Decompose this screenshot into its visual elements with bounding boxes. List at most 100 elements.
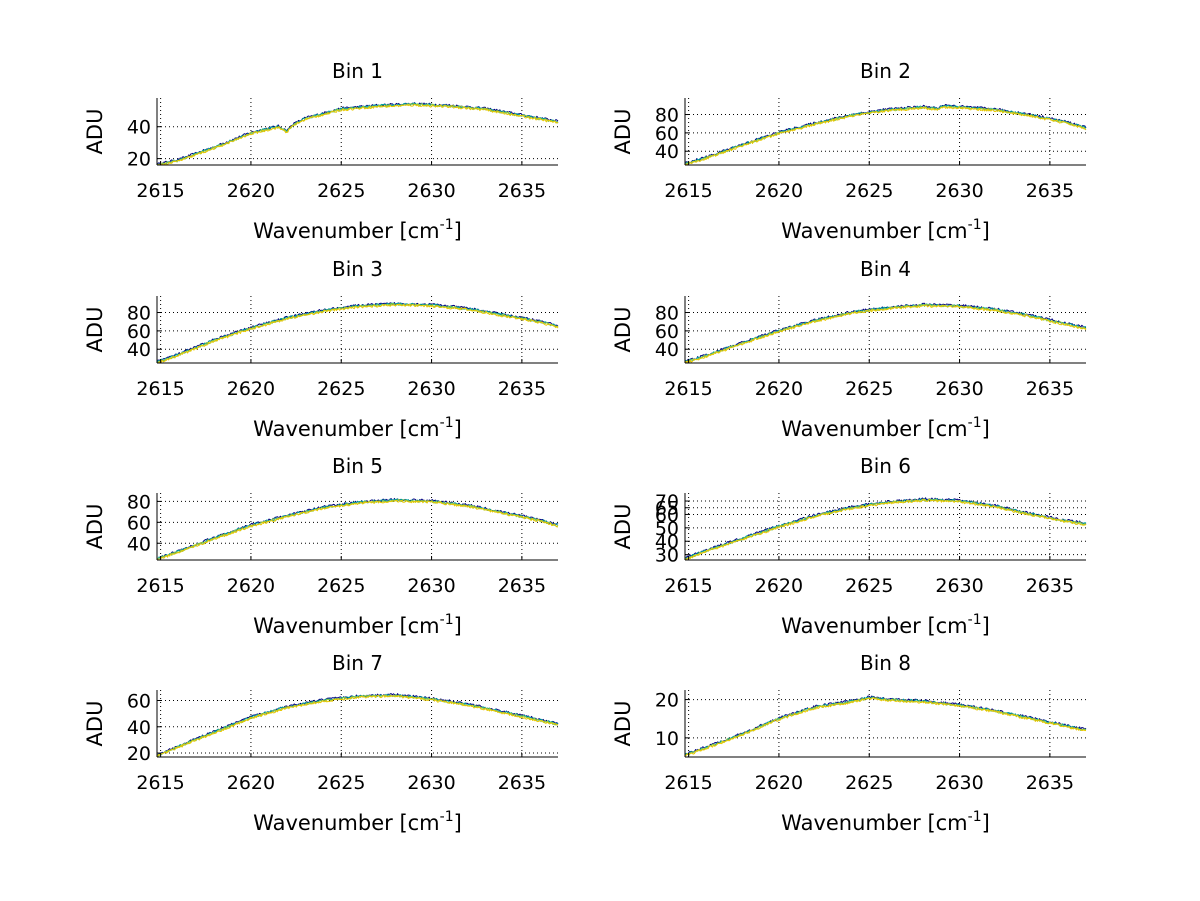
y-tick-label: 80 xyxy=(655,303,679,325)
y-axis-label: ADU xyxy=(83,307,107,353)
x-axis-label-sup: -1 xyxy=(440,217,454,233)
x-tick-label: 2630 xyxy=(935,575,983,597)
x-tick-label: 2630 xyxy=(407,180,455,202)
panel-title: Bin 7 xyxy=(332,651,383,675)
series-line-1 xyxy=(156,497,559,560)
y-tick-label: 60 xyxy=(127,512,151,534)
x-axis-label-main: Wavenumber [cm xyxy=(253,811,439,835)
x-axis-label: Wavenumber [cm-1] xyxy=(253,612,462,638)
x-tick-label: 2620 xyxy=(227,575,275,597)
series-line-2 xyxy=(156,102,559,166)
y-tick-label: 40 xyxy=(655,531,679,553)
y-tick-label: 60 xyxy=(127,321,151,343)
x-axis-label-sup: -1 xyxy=(440,612,454,628)
panel-1: Bin 1 2615 2620 2625 2630 2635 20 40 Wavenumber … xyxy=(83,59,559,243)
x-tick-label: 2625 xyxy=(317,575,365,597)
series-line-2 xyxy=(156,693,559,756)
x-axis-label: Wavenumber [cm-1] xyxy=(781,809,990,835)
x-tick-label: 2615 xyxy=(136,772,184,794)
panel-title: Bin 5 xyxy=(332,454,383,478)
y-axis-label: ADU xyxy=(611,307,635,353)
x-tick-label: 2620 xyxy=(755,772,803,794)
y-axis-label: ADU xyxy=(83,701,107,747)
series-line-3 xyxy=(684,696,1087,757)
series-line-4 xyxy=(684,499,1087,561)
series-line-2 xyxy=(684,696,1087,757)
x-tick-label: 2620 xyxy=(227,378,275,400)
y-tick-label: 60 xyxy=(655,321,679,343)
x-tick-label: 2615 xyxy=(664,180,712,202)
x-axis-label: Wavenumber [cm-1] xyxy=(781,415,990,441)
x-axis-label-end: ] xyxy=(982,811,990,835)
y-tick-label: 60 xyxy=(127,691,151,713)
x-axis-label-main: Wavenumber [cm xyxy=(781,614,967,638)
y-tick-label: 60 xyxy=(655,504,679,526)
x-tick-label: 2620 xyxy=(755,575,803,597)
series-line-4 xyxy=(684,697,1087,757)
x-tick-label: 2615 xyxy=(136,575,184,597)
series-line-4 xyxy=(157,303,559,364)
x-tick-label: 2630 xyxy=(407,378,455,400)
x-axis-label-end: ] xyxy=(454,811,462,835)
series-line-4 xyxy=(156,695,559,758)
x-tick-label: 2630 xyxy=(407,772,455,794)
series-line-1 xyxy=(156,693,559,756)
y-tick-label: 40 xyxy=(127,339,151,361)
x-axis-label: Wavenumber [cm-1] xyxy=(781,612,990,638)
x-tick-label: 2635 xyxy=(1026,575,1074,597)
panel-8: Bin 8 2615 2620 2625 2630 2635 10 20 Wavenumber … xyxy=(611,651,1087,835)
x-tick-label: 2625 xyxy=(845,180,893,202)
y-tick-label: 20 xyxy=(655,690,679,712)
panel-title: Bin 6 xyxy=(860,454,911,478)
y-tick-label: 20 xyxy=(127,743,151,765)
y-tick-label: 65 xyxy=(655,498,679,520)
x-axis-label-end: ] xyxy=(454,614,462,638)
x-axis-label-main: Wavenumber [cm xyxy=(781,811,967,835)
x-axis-label-end: ] xyxy=(454,417,462,441)
x-tick-label: 2625 xyxy=(845,772,893,794)
x-tick-label: 2615 xyxy=(136,378,184,400)
series-line-1 xyxy=(156,302,559,363)
x-tick-label: 2620 xyxy=(755,180,803,202)
y-tick-label: 80 xyxy=(655,105,679,127)
panel-title: Bin 1 xyxy=(332,59,383,83)
x-axis-label-end: ] xyxy=(982,417,990,441)
x-tick-label: 2630 xyxy=(935,772,983,794)
series-line-4 xyxy=(684,304,1087,364)
x-tick-label: 2620 xyxy=(227,772,275,794)
x-tick-label: 2635 xyxy=(1026,378,1074,400)
y-tick-label: 80 xyxy=(127,303,151,325)
x-axis-label-sup: -1 xyxy=(968,809,982,825)
y-tick-label: 20 xyxy=(127,149,151,171)
y-tick-label: 40 xyxy=(127,533,151,555)
x-tick-label: 2635 xyxy=(1026,772,1074,794)
x-tick-label: 2635 xyxy=(498,772,546,794)
x-tick-label: 2625 xyxy=(317,772,365,794)
series-line-1 xyxy=(684,695,1087,755)
panel-title: Bin 2 xyxy=(860,59,911,83)
x-tick-label: 2615 xyxy=(664,772,712,794)
series-line-3 xyxy=(156,103,559,166)
x-tick-label: 2620 xyxy=(227,180,275,202)
y-tick-label: 70 xyxy=(655,491,679,513)
x-axis-label: Wavenumber [cm-1] xyxy=(253,809,462,835)
x-axis-label-end: ] xyxy=(982,614,990,638)
series-line-4 xyxy=(157,103,559,166)
x-axis-label-sup: -1 xyxy=(968,612,982,628)
series-line-3 xyxy=(156,499,559,560)
y-tick-label: 10 xyxy=(655,728,679,750)
y-tick-label: 40 xyxy=(655,339,679,361)
y-axis-label: ADU xyxy=(611,701,635,747)
y-tick-label: 40 xyxy=(655,141,679,163)
x-tick-label: 2615 xyxy=(664,378,712,400)
series-line-3 xyxy=(684,303,1087,364)
x-tick-label: 2630 xyxy=(935,180,983,202)
x-axis-label-sup: -1 xyxy=(968,415,982,431)
x-tick-label: 2615 xyxy=(664,575,712,597)
series-line-3 xyxy=(156,694,559,758)
x-axis-label: Wavenumber [cm-1] xyxy=(253,415,462,441)
y-axis-label: ADU xyxy=(611,109,635,155)
